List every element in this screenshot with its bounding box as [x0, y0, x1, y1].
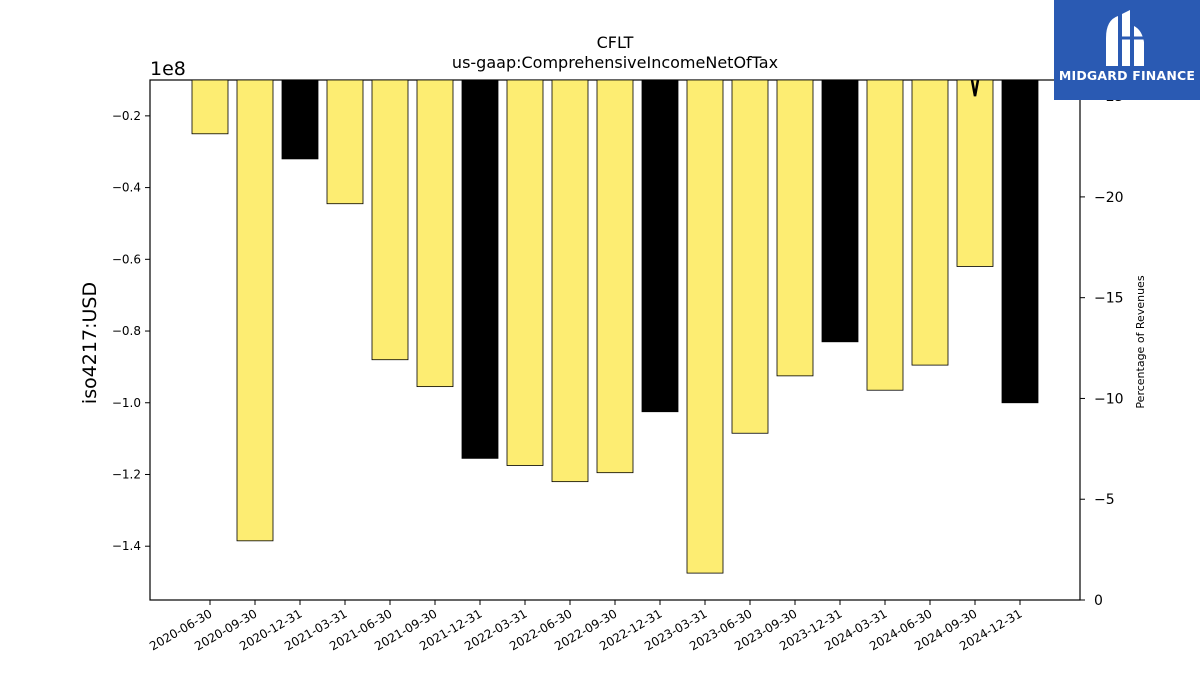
bar-2024-12-31	[1001, 79, 1039, 404]
y-tick-label: −0.6	[112, 252, 141, 266]
y2-tick-label: −20	[1094, 190, 1124, 206]
percentage-line-path	[970, 79, 980, 97]
bar-2020-12-31	[281, 79, 319, 160]
bar-2022-03-31	[506, 79, 544, 466]
logo-text: MIDGARD FINANCE	[1058, 68, 1196, 83]
y2-tick-label: −15	[1094, 291, 1124, 307]
y-tick-label: −0.8	[112, 324, 141, 338]
bar-2023-09-30	[776, 79, 814, 377]
percentage-line	[970, 79, 980, 97]
bar-2022-06-30	[551, 79, 589, 483]
y2-tick-label: −10	[1094, 391, 1124, 407]
y2-tick-label: −5	[1094, 492, 1115, 508]
bar-2023-12-31	[821, 79, 859, 343]
y-tick-label: −0.2	[112, 109, 141, 123]
chart-subtitle: us-gaap:ComprehensiveIncomeNetOfTax	[452, 53, 778, 72]
bar-2022-12-31	[641, 79, 679, 413]
bar-2020-09-30	[236, 79, 274, 542]
bar-2021-12-31	[461, 79, 499, 459]
y-tick-label: −1.4	[112, 539, 141, 553]
bar-2024-06-30	[911, 79, 949, 366]
bar-2023-03-31	[686, 79, 724, 574]
x-axis: 2020-06-302020-09-302020-12-312021-03-31…	[147, 600, 1025, 653]
y-axis-label: iso4217:USD	[79, 282, 101, 404]
brand-logo: MIDGARD FINANCE	[1054, 0, 1200, 100]
bar-2021-06-30	[371, 79, 409, 361]
y2-axis-label: Percentage of Revenues	[1134, 275, 1147, 408]
y-tick-label: −1.0	[112, 396, 141, 410]
bar-2023-06-30	[731, 79, 769, 434]
bar-2024-09-30	[956, 79, 994, 267]
bars	[191, 79, 1039, 574]
y-offset-label: 1e8	[150, 58, 186, 80]
bar-2020-06-30	[191, 79, 229, 135]
right-axis: 0−5−10−15−20−25	[1080, 89, 1124, 609]
y2-tick-label: 0	[1094, 593, 1103, 609]
chart-title: CFLT	[597, 33, 634, 52]
bar-2022-09-30	[596, 79, 634, 474]
y-tick-label: −0.4	[112, 181, 141, 195]
bar-2021-09-30	[416, 79, 454, 388]
bar-2021-03-31	[326, 79, 364, 205]
bar-2024-03-31	[866, 79, 904, 391]
left-axis: −0.2 −0.4 −0.6 −0.8 −1.0 −1.2 −1.4	[112, 109, 150, 553]
midgard-logo-icon	[1106, 10, 1144, 66]
y-tick-label: −1.2	[112, 467, 141, 481]
